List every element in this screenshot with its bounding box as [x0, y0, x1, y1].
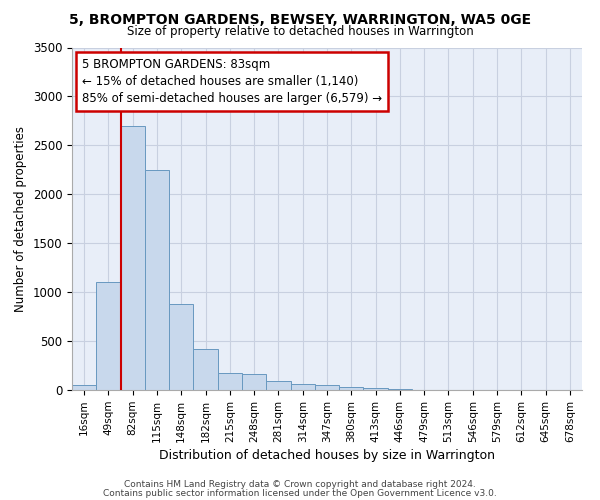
Text: Contains public sector information licensed under the Open Government Licence v3: Contains public sector information licen…: [103, 488, 497, 498]
Text: Size of property relative to detached houses in Warrington: Size of property relative to detached ho…: [127, 25, 473, 38]
Bar: [242, 374, 266, 390]
Bar: [388, 389, 412, 390]
Text: 5 BROMPTON GARDENS: 83sqm
← 15% of detached houses are smaller (1,140)
85% of se: 5 BROMPTON GARDENS: 83sqm ← 15% of detac…: [82, 58, 382, 105]
Text: 5, BROMPTON GARDENS, BEWSEY, WARRINGTON, WA5 0GE: 5, BROMPTON GARDENS, BEWSEY, WARRINGTON,…: [69, 12, 531, 26]
Bar: [169, 304, 193, 390]
Bar: [145, 170, 169, 390]
Bar: [193, 349, 218, 390]
Bar: [290, 384, 315, 390]
Y-axis label: Number of detached properties: Number of detached properties: [14, 126, 27, 312]
Bar: [218, 373, 242, 390]
Bar: [364, 388, 388, 390]
Bar: [339, 387, 364, 390]
Bar: [266, 381, 290, 390]
Bar: [96, 282, 121, 390]
Bar: [121, 126, 145, 390]
Text: Contains HM Land Registry data © Crown copyright and database right 2024.: Contains HM Land Registry data © Crown c…: [124, 480, 476, 489]
X-axis label: Distribution of detached houses by size in Warrington: Distribution of detached houses by size …: [159, 449, 495, 462]
Bar: [72, 385, 96, 390]
Bar: [315, 385, 339, 390]
